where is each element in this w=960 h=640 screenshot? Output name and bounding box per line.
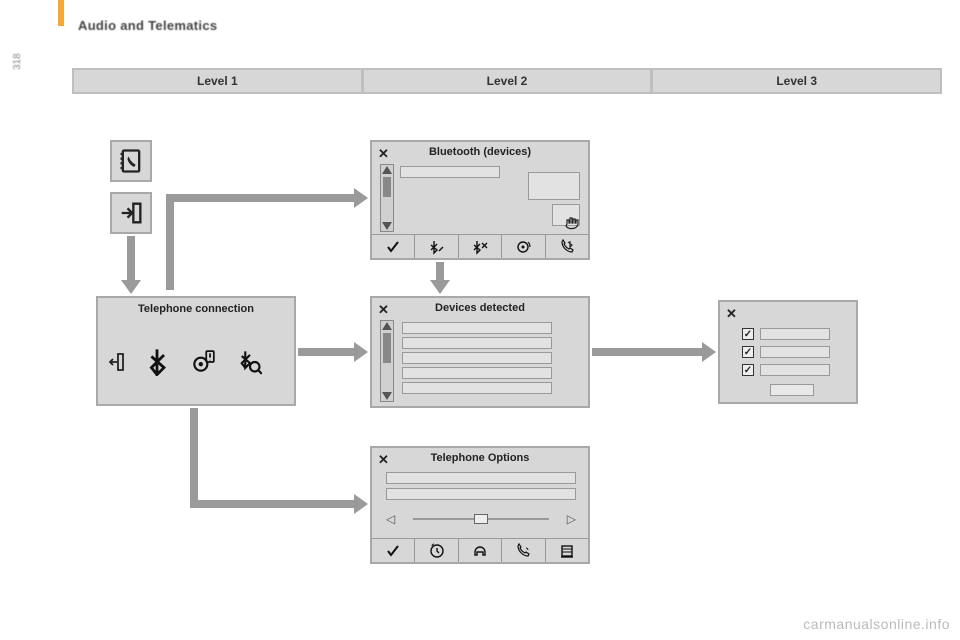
next-icon[interactable]: ▷ (567, 512, 576, 526)
page-number: 318 (12, 53, 23, 70)
list-item[interactable] (402, 382, 552, 394)
connector (166, 198, 174, 290)
exit-icon (108, 352, 124, 372)
checkbox[interactable]: ✓ (742, 364, 754, 376)
list-item[interactable] (402, 322, 552, 334)
media-button[interactable] (502, 235, 545, 258)
scrollbar[interactable] (380, 320, 394, 402)
arrowhead-icon (354, 188, 368, 208)
close-icon[interactable]: ✕ (378, 452, 389, 468)
arrowhead-icon (430, 280, 450, 294)
telephone-options-title: Telephone Options (372, 448, 588, 464)
arrowhead-icon (702, 342, 716, 362)
arrowhead-icon (121, 280, 141, 294)
connector (436, 262, 444, 282)
close-icon[interactable]: ✕ (378, 146, 389, 162)
telephone-options-panel: ✕ Telephone Options ◁ ▷ (370, 446, 590, 564)
option-field (760, 328, 830, 340)
checkbox[interactable]: ✓ (742, 346, 754, 358)
enter-icon-button[interactable] (110, 192, 152, 234)
recent-button[interactable] (415, 539, 458, 562)
list-item[interactable] (402, 352, 552, 364)
section-title: Audio and Telematics (78, 18, 217, 33)
bluetooth-disconnect-button[interactable] (459, 235, 502, 258)
connector (190, 408, 198, 504)
confirm-button[interactable] (372, 235, 415, 258)
phonebook-icon (117, 147, 145, 175)
prev-icon[interactable]: ◁ (386, 512, 395, 526)
enter-icon (117, 199, 145, 227)
bluetooth-edit-button[interactable] (415, 235, 458, 258)
close-icon[interactable]: ✕ (378, 302, 389, 318)
option-field (760, 346, 830, 358)
bluetooth-search-icon[interactable] (238, 349, 262, 375)
connector (166, 194, 356, 202)
level-1-header: Level 1 (72, 68, 362, 94)
arrowhead-icon (354, 494, 368, 514)
list-item[interactable] (402, 367, 552, 379)
list-item[interactable] (400, 166, 500, 178)
connector (190, 500, 356, 508)
bluetooth-icon[interactable] (146, 348, 168, 376)
phone-bt-button[interactable] (546, 235, 588, 258)
devices-detected-panel: ✕ Devices detected (370, 296, 590, 408)
contacts-button[interactable] (546, 539, 588, 562)
connector (127, 236, 135, 282)
connector (592, 348, 704, 356)
settings-alert-icon[interactable] (190, 349, 216, 375)
option-row (386, 472, 576, 484)
bluetooth-devices-panel: ✕ Bluetooth (devices) (370, 140, 590, 260)
ok-button[interactable] (770, 384, 814, 396)
arrowhead-icon (354, 342, 368, 362)
list-item[interactable] (402, 337, 552, 349)
slider-thumb[interactable] (474, 514, 488, 524)
telephone-options-toolbar (372, 538, 588, 562)
telephone-connection-title: Telephone connection (98, 298, 294, 315)
close-icon[interactable]: ✕ (726, 306, 737, 322)
option-row (386, 488, 576, 500)
phonebook-icon-button[interactable] (110, 140, 152, 182)
telephone-connection-panel: Telephone connection (96, 296, 296, 406)
level-3-header: Level 3 (651, 68, 942, 94)
scrollbar[interactable] (380, 164, 394, 232)
options-checkbox-panel: ✕ ✓ ✓ ✓ (718, 300, 858, 404)
ringtone-button[interactable] (502, 539, 545, 562)
connector (298, 348, 356, 356)
bluetooth-devices-title: Bluetooth (devices) (372, 142, 588, 158)
accent-tab (58, 0, 64, 26)
devices-detected-title: Devices detected (372, 298, 588, 314)
hand-icon (564, 216, 580, 230)
bluetooth-toolbar (372, 234, 588, 258)
option-field (760, 364, 830, 376)
level-bar: Level 1 Level 2 Level 3 (72, 68, 942, 94)
watermark: carmanualsonline.info (803, 616, 950, 632)
level-2-header: Level 2 (362, 68, 652, 94)
preview-box (528, 172, 580, 200)
checkbox[interactable]: ✓ (742, 328, 754, 340)
confirm-button[interactable] (372, 539, 415, 562)
headset-button[interactable] (459, 539, 502, 562)
